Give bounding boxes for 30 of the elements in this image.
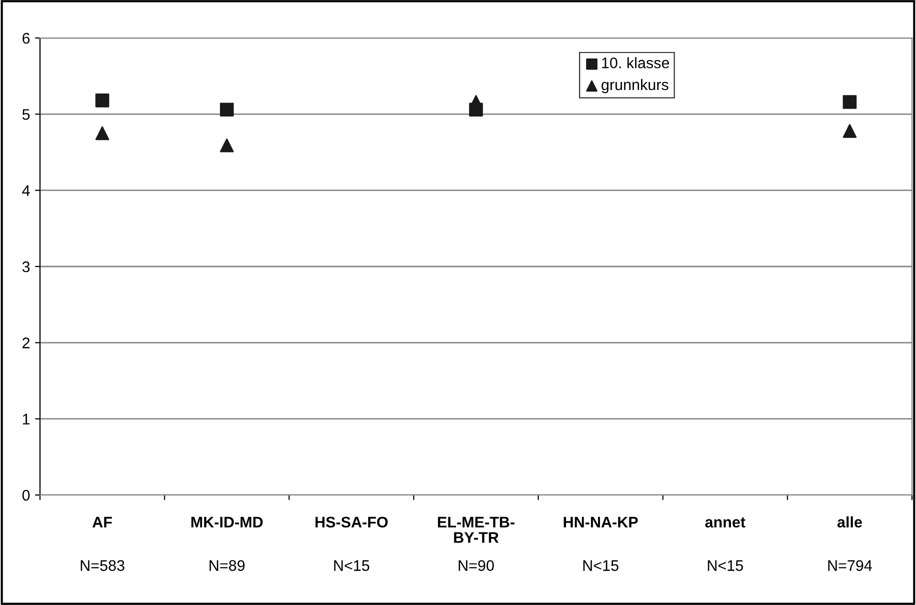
point: [220, 138, 234, 152]
y-tick-label: 1: [22, 414, 30, 424]
text: N<15: [334, 560, 370, 571]
legend-label: grunnkurs: [602, 78, 668, 94]
y-tick-label: 3: [22, 261, 30, 272]
point: [220, 102, 234, 117]
x-tick-label: EL-ME-TB- BY-TR: [438, 516, 514, 543]
x-tick-label: HS-SA-FO: [316, 516, 388, 528]
y-tick-label: 6: [22, 32, 30, 44]
point: [842, 124, 857, 138]
y-tick-label: 0: [22, 490, 30, 501]
x-tick-label: annet: [705, 517, 746, 528]
x-tick-label: MK-ID-MD: [191, 516, 263, 528]
text: N=90: [458, 560, 494, 571]
x-tick-label: AF: [92, 516, 112, 528]
legend-label: 10. klasse: [602, 57, 670, 68]
point: [95, 94, 110, 108]
y-tick-label: 5: [22, 109, 30, 120]
point: [469, 95, 483, 109]
text: N=583: [80, 560, 124, 571]
text: N=89: [210, 560, 245, 571]
text: N<15: [583, 560, 618, 571]
point: [842, 95, 857, 109]
point: [95, 126, 110, 140]
y-tick-label: 4: [22, 185, 30, 196]
text: N=794: [828, 560, 872, 571]
y-tick-label: 2: [22, 338, 30, 348]
x-tick-label: alle: [837, 516, 862, 528]
x-tick-label: HN-NA-KP: [564, 516, 638, 528]
text: N<15: [708, 560, 743, 571]
